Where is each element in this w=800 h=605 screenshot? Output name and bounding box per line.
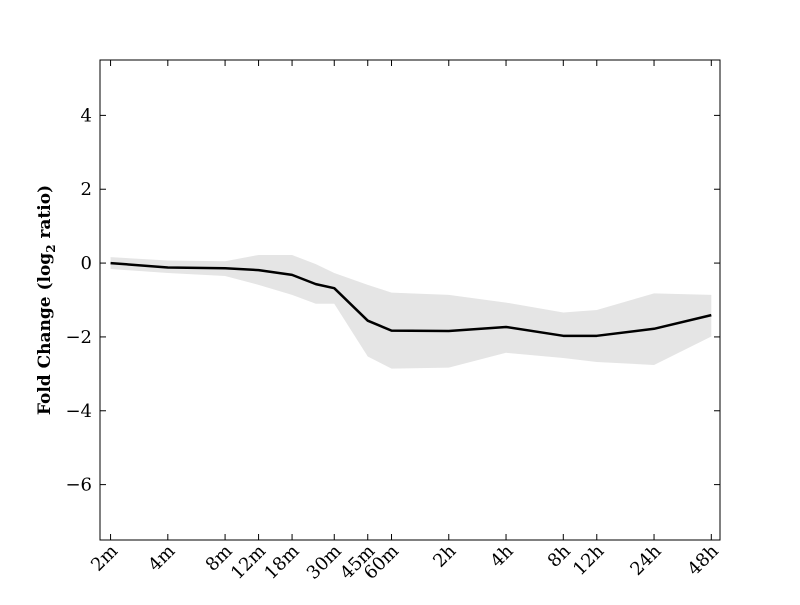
y-tick-label: 2 xyxy=(81,179,92,200)
x-tick-label: 24h xyxy=(626,540,666,580)
range-band xyxy=(110,254,712,369)
x-tick-label: 12m xyxy=(227,541,270,584)
x-tick-label: 2m xyxy=(87,541,122,576)
y-tick-label: −2 xyxy=(65,327,92,348)
x-tick-label: 4h xyxy=(486,540,517,571)
x-tick-label: 12h xyxy=(569,540,609,580)
mean-line xyxy=(110,261,712,338)
plot-frame xyxy=(99,59,721,541)
x-tick-label: 2h xyxy=(429,540,460,571)
x-tick-label: 18m xyxy=(260,541,303,584)
x-tick-label: 4m xyxy=(144,541,179,576)
x-tick-label: 30m xyxy=(303,541,346,584)
y-tick-label: 0 xyxy=(81,253,92,274)
y-axis-label: Fold Change (log2 ratio) xyxy=(35,185,58,415)
x-tick-label: 48h xyxy=(684,540,724,580)
y-tick-label: −4 xyxy=(65,401,92,422)
y-tick-label: 4 xyxy=(81,105,92,126)
y-tick-label: −6 xyxy=(65,475,92,496)
